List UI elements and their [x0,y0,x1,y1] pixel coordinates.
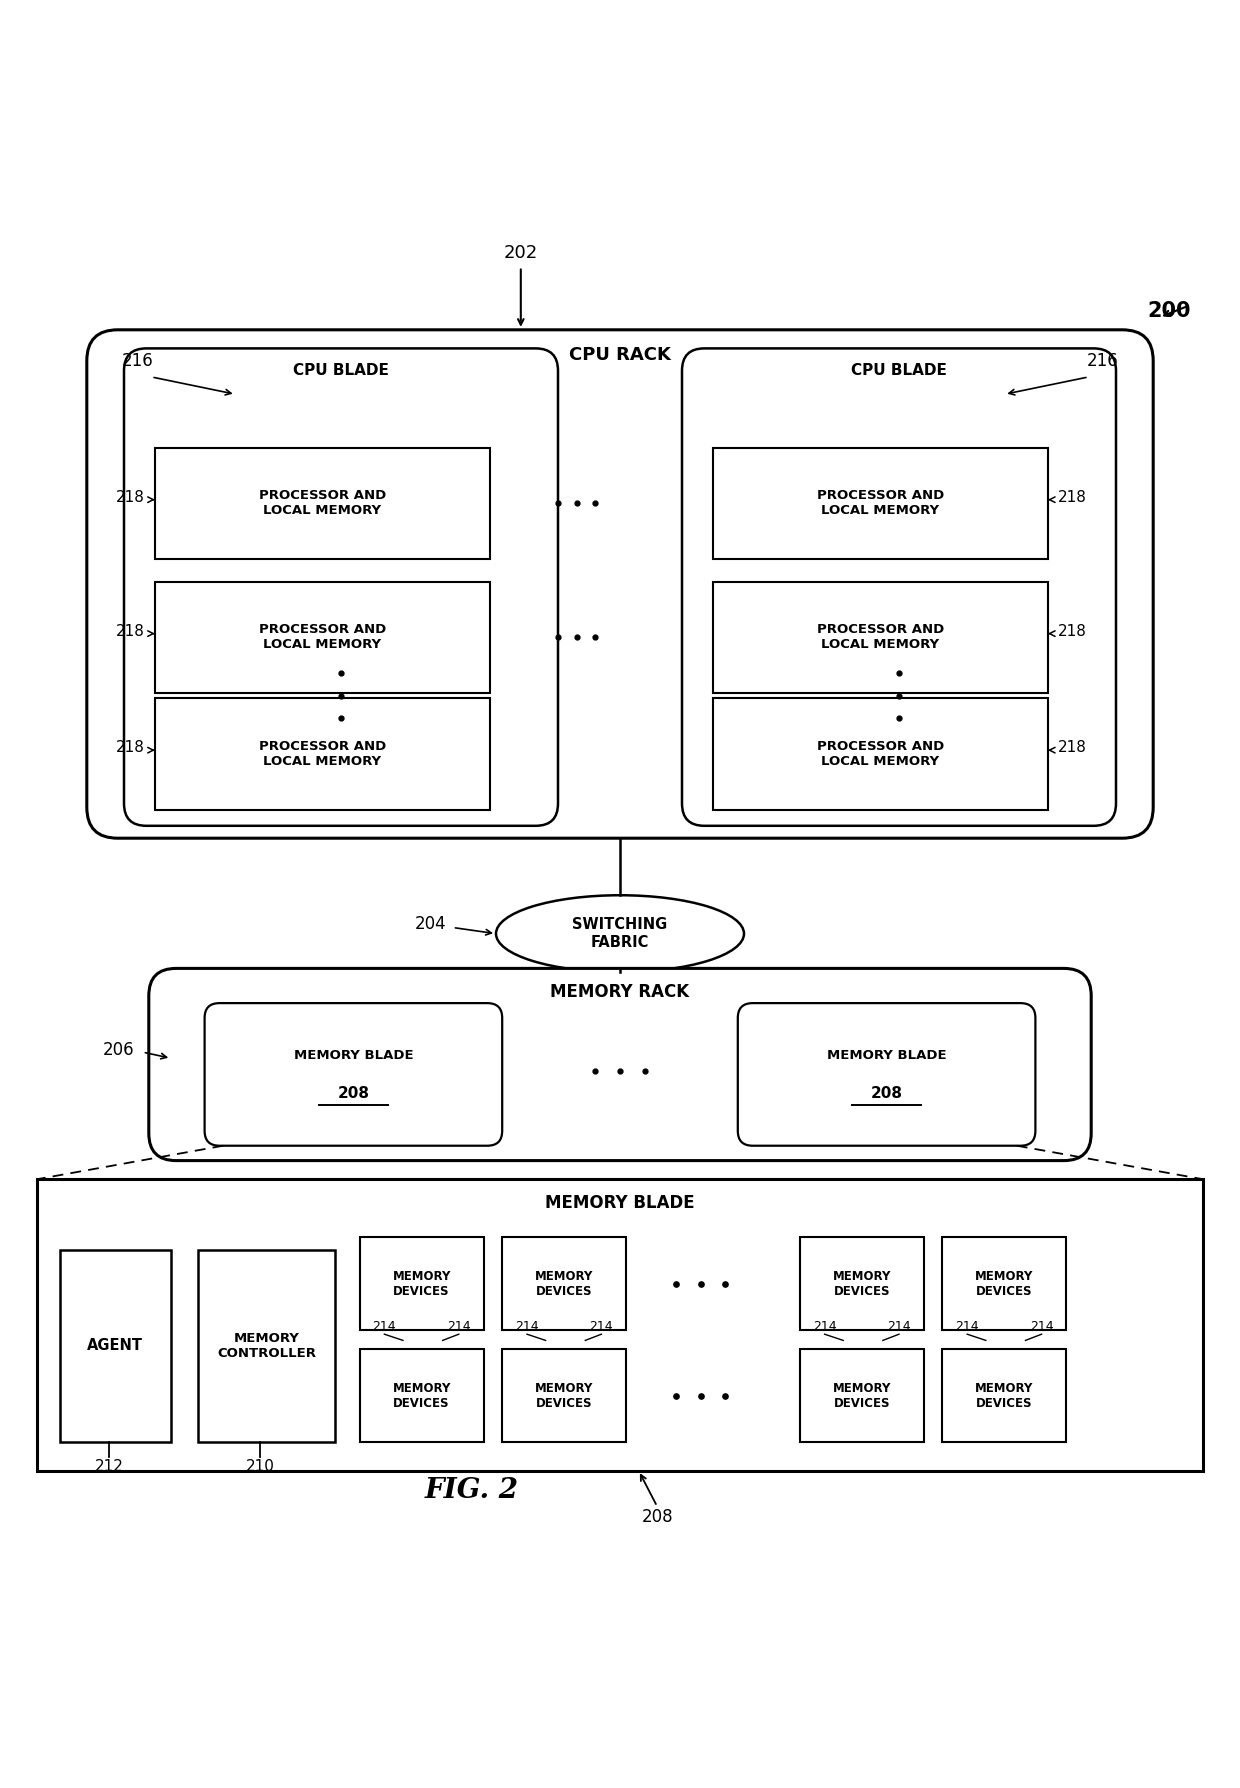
Text: 214: 214 [955,1320,980,1334]
Text: 218: 218 [1058,624,1086,638]
FancyBboxPatch shape [149,969,1091,1160]
Text: PROCESSOR AND
LOCAL MEMORY: PROCESSOR AND LOCAL MEMORY [817,490,944,517]
Text: MEMORY BLADE: MEMORY BLADE [294,1050,413,1062]
Bar [800,1237,924,1330]
Text: 208: 208 [337,1085,370,1101]
Ellipse shape [496,896,744,973]
Text: SWITCHING
FABRIC: SWITCHING FABRIC [573,917,667,949]
Text: 214: 214 [589,1320,614,1334]
Text: PROCESSOR AND
LOCAL MEMORY: PROCESSOR AND LOCAL MEMORY [817,740,944,767]
Text: MEMORY
CONTROLLER: MEMORY CONTROLLER [217,1332,316,1361]
Text: AGENT: AGENT [87,1339,144,1354]
Text: MEMORY
DEVICES: MEMORY DEVICES [534,1269,594,1298]
Text: MEMORY
DEVICES: MEMORY DEVICES [832,1269,892,1298]
Text: PROCESSOR AND
LOCAL MEMORY: PROCESSOR AND LOCAL MEMORY [259,624,386,651]
Text: FIG. 2: FIG. 2 [424,1477,518,1504]
Bar [37,1180,1203,1470]
Bar [502,1350,626,1443]
Bar [60,1250,171,1443]
Text: 208: 208 [641,1507,673,1525]
Text: MEMORY
DEVICES: MEMORY DEVICES [392,1382,451,1409]
Text: CPU BLADE: CPU BLADE [851,363,947,379]
Text: 214: 214 [372,1320,397,1334]
Text: MEMORY
DEVICES: MEMORY DEVICES [534,1382,594,1409]
Text: 214: 214 [887,1320,911,1334]
Text: 218: 218 [117,624,145,638]
Text: 208: 208 [870,1085,903,1101]
Text: 202: 202 [503,243,538,261]
Bar [713,581,1048,694]
Bar [942,1237,1066,1330]
Text: 214: 214 [515,1320,539,1334]
Bar [155,447,490,560]
Bar [198,1250,335,1443]
Text: MEMORY BLADE: MEMORY BLADE [827,1050,946,1062]
Text: 212: 212 [94,1459,124,1475]
Text: 218: 218 [117,490,145,504]
Text: 218: 218 [1058,740,1086,755]
Text: MEMORY
DEVICES: MEMORY DEVICES [832,1382,892,1409]
Text: 214: 214 [446,1320,471,1334]
Bar [942,1350,1066,1443]
Bar [360,1237,484,1330]
Bar [360,1350,484,1443]
Text: 204: 204 [414,915,446,933]
FancyBboxPatch shape [205,1003,502,1146]
Bar [502,1237,626,1330]
Text: MEMORY
DEVICES: MEMORY DEVICES [392,1269,451,1298]
Text: 214: 214 [812,1320,837,1334]
Bar [800,1350,924,1443]
Text: MEMORY BLADE: MEMORY BLADE [546,1194,694,1212]
FancyBboxPatch shape [124,349,558,826]
Text: 200: 200 [1147,302,1190,322]
Bar [713,447,1048,560]
Bar [155,697,490,810]
Text: CPU RACK: CPU RACK [569,345,671,365]
FancyBboxPatch shape [738,1003,1035,1146]
Text: 216: 216 [122,352,154,370]
Bar [713,697,1048,810]
Text: 218: 218 [117,740,145,755]
Text: PROCESSOR AND
LOCAL MEMORY: PROCESSOR AND LOCAL MEMORY [817,624,944,651]
Text: CPU BLADE: CPU BLADE [293,363,389,379]
Text: 206: 206 [102,1041,134,1058]
Text: PROCESSOR AND
LOCAL MEMORY: PROCESSOR AND LOCAL MEMORY [259,740,386,767]
Text: MEMORY RACK: MEMORY RACK [551,983,689,1001]
Text: 218: 218 [1058,490,1086,504]
Text: MEMORY
DEVICES: MEMORY DEVICES [975,1269,1034,1298]
Text: MEMORY
DEVICES: MEMORY DEVICES [975,1382,1034,1409]
FancyBboxPatch shape [682,349,1116,826]
Bar [155,581,490,694]
Text: 210: 210 [246,1459,275,1475]
FancyBboxPatch shape [87,329,1153,839]
Text: 216: 216 [1086,352,1118,370]
Text: 214: 214 [1029,1320,1054,1334]
Text: PROCESSOR AND
LOCAL MEMORY: PROCESSOR AND LOCAL MEMORY [259,490,386,517]
